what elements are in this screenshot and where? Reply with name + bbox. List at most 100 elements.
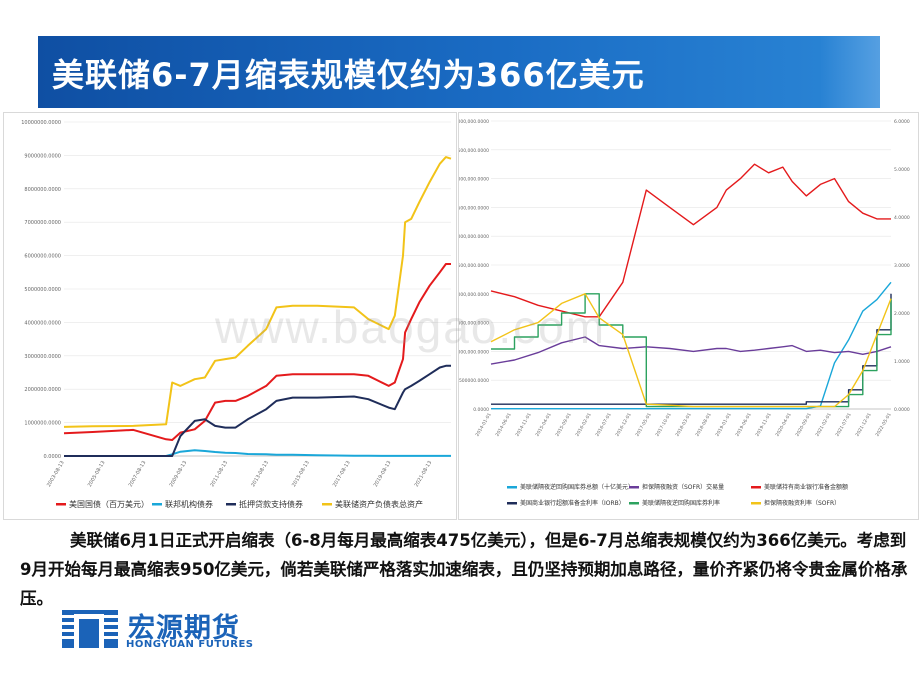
y-left-tick-label: 3,500,000.0000: [459, 205, 489, 211]
x-tick-label: 2016-07-01: [594, 412, 612, 438]
series-line-5: [490, 293, 892, 408]
x-tick-label: 2015-04-01: [534, 412, 552, 438]
x-tick-label: 2011-08-13: [209, 460, 229, 488]
body-paragraph: 美联储6月1日正式开启缩表（6-8月每月最高缩表475亿美元），但是6-7月总缩…: [20, 531, 908, 608]
logo-name-cn: 宏源期货: [128, 613, 240, 644]
y-tick-label: 8000000.0000: [24, 187, 61, 193]
logo-mark-icon: [62, 610, 118, 648]
y-right-tick-label: 1.0000: [894, 359, 910, 365]
y-tick-label: 0.0000: [44, 454, 62, 460]
x-tick-label: 2020-09-01: [794, 412, 812, 438]
legend-swatch-5: [751, 502, 761, 505]
y-left-tick-label: 4,000,000.0000: [459, 177, 489, 183]
y-tick-label: 6000000.0000: [24, 254, 61, 260]
title-bar: 美联储6-7月缩表规模仅约为366亿美元: [38, 36, 880, 108]
y-left-tick-label: 1,000,000.0000: [459, 349, 489, 355]
legend-label: 担保隔夜融资利率（SOFR）: [764, 499, 840, 507]
legend-swatch-4: [629, 502, 639, 505]
series-line-2: [64, 364, 451, 457]
x-tick-label: 2019-11-01: [754, 412, 772, 438]
x-tick-label: 2014-11-01: [514, 412, 532, 438]
x-tick-label: 2017-05-01: [634, 412, 652, 438]
x-tick-label: 2021-02-01: [814, 412, 832, 438]
series-line-0: [63, 263, 451, 441]
y-left-tick-label: 2,000,000.0000: [459, 292, 489, 298]
legend-swatch-1: [152, 503, 162, 506]
x-tick-label: 2003-08-13: [46, 460, 66, 488]
x-tick-label: 2013-08-13: [250, 460, 270, 488]
x-tick-label: 2019-06-01: [734, 412, 752, 438]
y-tick-label: 1000000.0000: [24, 421, 61, 427]
y-right-tick-label: 4.0000: [894, 215, 910, 221]
legend-label: 美联储隔夜逆回购国库券利率: [642, 499, 720, 507]
y-left-tick-label: 1,500,000.0000: [459, 321, 489, 327]
right-chart: 0.0000 500000.0000 1,000,000.0000 1,500,000…: [453, 119, 910, 507]
x-tick-label: 2014-01-01: [474, 412, 492, 438]
x-tick-label: 2007-08-13: [128, 460, 148, 488]
x-tick-label: 2018-08-01: [694, 412, 712, 438]
watermark: www.baogao.com: [215, 301, 607, 353]
page-title: 美联储6-7月缩表规模仅约为366亿美元: [52, 56, 645, 94]
series-line-1: [490, 336, 892, 365]
legend-label: 美国商业银行超额准备金利率（IORB）: [520, 499, 625, 507]
legend-swatch-1: [629, 486, 639, 489]
y-tick-label: 7000000.0000: [24, 220, 61, 226]
legend-label: 联邦机构债券: [165, 499, 213, 509]
x-tick-label: 2009-08-13: [169, 460, 189, 488]
y-left-tick-label: 4,500,000.0000: [459, 148, 489, 154]
y-tick-label: 5000000.0000: [24, 287, 61, 293]
x-tick-label: 2018-03-01: [674, 412, 692, 438]
x-tick-label: 2015-09-01: [554, 412, 572, 438]
y-tick-label: 4000000.0000: [24, 320, 61, 326]
legend-swatch-3: [507, 502, 517, 505]
legend-swatch-2: [226, 503, 236, 506]
left-chart-panel: 0.0000 1000000.0000 2000000.0000 3000000.00…: [3, 112, 457, 520]
x-tick-label: 2015-08-13: [291, 460, 311, 488]
y-left-tick-label: 3,000,000.0000: [459, 234, 489, 240]
x-tick-label: 2019-01-01: [714, 412, 732, 438]
y-tick-label: 2000000.0000: [24, 387, 61, 393]
y-right-tick-label: 6.0000: [894, 119, 910, 125]
y-left-tick-label: 500000.0000: [459, 378, 489, 384]
y-right-tick-label: 5.0000: [894, 167, 910, 173]
x-tick-label: 2022-05-01: [874, 412, 892, 438]
x-tick-label: 2021-08-13: [414, 460, 434, 488]
x-tick-label: 2021-12-01: [854, 412, 872, 438]
legend-swatch-2: [751, 486, 761, 489]
series-line-2: [490, 163, 891, 318]
left-chart: 0.0000 1000000.0000 2000000.0000 3000000.00…: [21, 120, 452, 509]
legend-swatch-0: [507, 486, 517, 489]
legend-label: 美联储资产负债表总资产: [335, 499, 423, 509]
x-tick-label: 2017-08-13: [332, 460, 352, 488]
y-right-tick-label: 2.0000: [894, 311, 910, 317]
legend-label: 抵押贷款支持债券: [239, 499, 303, 509]
y-left-tick-label: 0.0000: [473, 407, 489, 413]
series-line-3: [63, 156, 452, 428]
x-tick-label: 2005-08-13: [87, 460, 107, 488]
y-tick-label: 10000000.0000: [21, 120, 61, 126]
x-tick-label: 2020-04-01: [774, 412, 792, 438]
x-tick-label: 2016-12-01: [614, 412, 632, 438]
legend-label: 美联储隔夜逆回购国库券总额（十亿美元）: [520, 483, 634, 491]
series-line-0: [491, 281, 892, 410]
legend-label: 美联储持有商业银行准备金额额: [764, 483, 848, 491]
legend-label: 美国国债（百万美元）: [69, 499, 149, 509]
legend-label: 担保隔夜融资（SOFR）交易量: [642, 483, 724, 491]
logo-name-en: HONGYUAN FUTURES: [126, 639, 254, 650]
legend-swatch-3: [322, 503, 332, 506]
y-tick-label: 9000000.0000: [24, 153, 61, 159]
body-text: 美联储6月1日正式开启缩表（6-8月每月最高缩表475亿美元），但是6-7月总缩…: [20, 526, 910, 613]
x-tick-label: 2016-02-01: [574, 412, 592, 438]
y-right-tick-label: 3.0000: [894, 263, 910, 269]
legend-swatch-0: [56, 503, 66, 506]
series-line-1: [64, 449, 451, 457]
x-tick-label: 2014-06-01: [494, 412, 512, 438]
y-left-tick-label: 5,000,000.0000: [459, 119, 489, 125]
x-tick-label: 2017-10-01: [654, 412, 672, 438]
right-chart-panel: 0.0000 500000.0000 1,000,000.0000 1,500,000…: [453, 112, 919, 520]
x-tick-label: 2019-08-13: [373, 460, 393, 488]
x-tick-label: 2021-07-01: [834, 412, 852, 438]
y-right-tick-label: 0.0000: [894, 407, 910, 413]
y-tick-label: 3000000.0000: [24, 354, 61, 360]
y-left-tick-label: 2,500,000.0000: [459, 263, 489, 269]
